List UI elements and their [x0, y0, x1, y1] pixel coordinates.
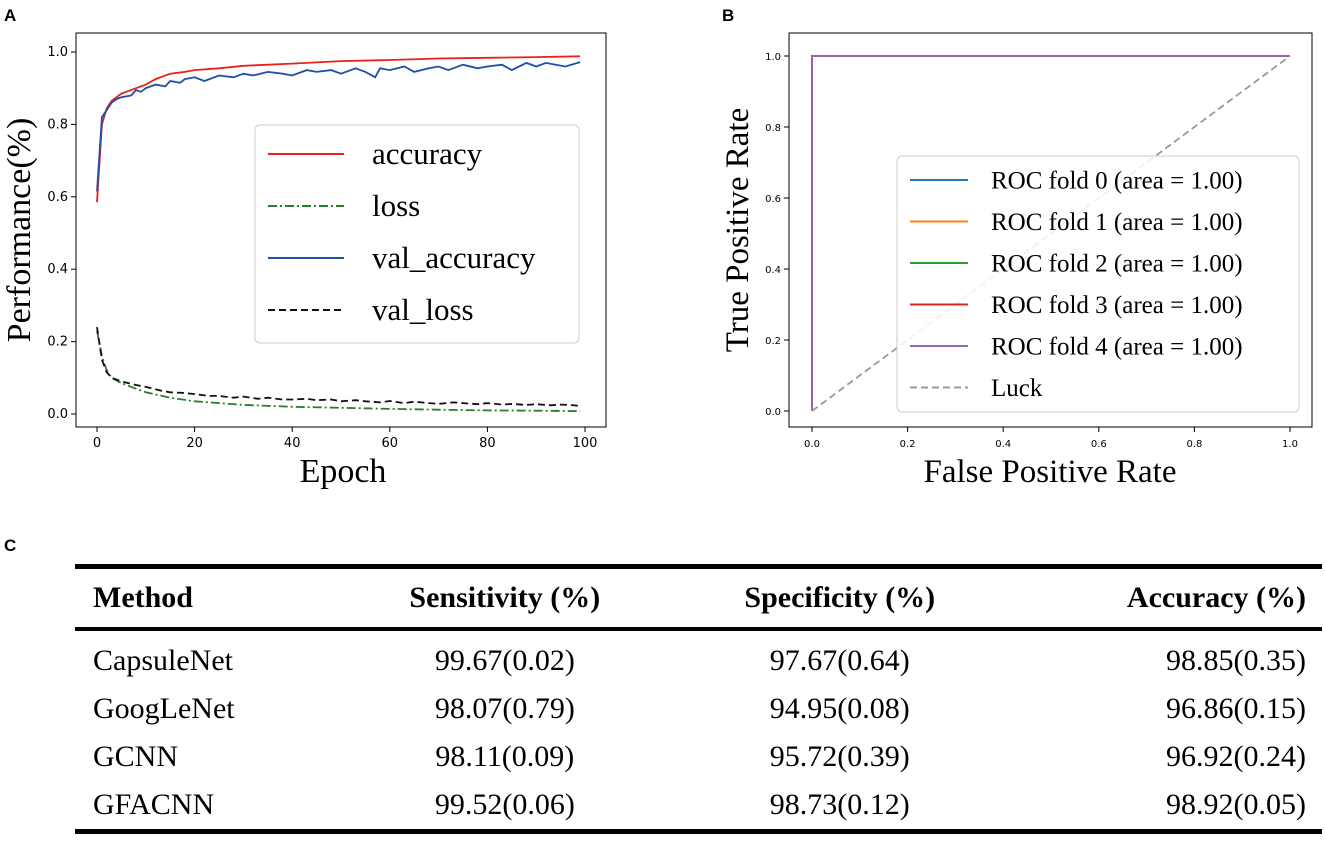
x-tick-label: 40	[284, 436, 301, 451]
table-row: GCNN 98.11(0.09) 95.72(0.39) 96.92(0.24)	[75, 733, 1322, 781]
cell-method: GFACNN	[93, 788, 215, 821]
legend-label: val_accuracy	[372, 240, 536, 275]
chart-b-series	[811, 55, 1291, 412]
chart-a-training-curves: 0.0 0.2 0.4 0.6 0.8 1.0 0 20 40 60 80 100 Epoch Pe…	[1, 32, 607, 490]
y-tick-label: 0.0	[47, 407, 68, 422]
panel-label-c: C	[4, 536, 17, 555]
x-tick-label: 0.4	[995, 439, 1011, 450]
table-header-row: Method Sensitivity (%) Specificity (%) A…	[75, 566, 1322, 629]
x-tick-label: 0.0	[804, 439, 820, 450]
column-header-accuracy: Accuracy (%)	[1126, 581, 1306, 614]
series-line-accuracy	[96, 55, 581, 203]
chart-a-frame	[75, 32, 607, 428]
x-tick-label: 0.2	[900, 439, 916, 450]
y-tick-label: 0.8	[47, 117, 68, 132]
legend-label: ROC fold 3 (area = 1.00)	[991, 292, 1243, 319]
table-row: GoogLeNet 98.07(0.79) 94.95(0.08) 96.86(…	[75, 685, 1322, 733]
y-tick-label: 0.4	[765, 265, 781, 276]
cell-sensitivity: 99.67(0.02)	[434, 644, 575, 677]
cell-method: CapsuleNet	[93, 644, 233, 677]
cell-specificity: 94.95(0.08)	[769, 692, 910, 725]
y-tick-label: 0.0	[765, 407, 781, 418]
chart-b-x-axis: 0.0 0.2 0.4 0.6 0.8 1.0	[804, 427, 1298, 450]
cell-accuracy: 96.86(0.15)	[1166, 692, 1306, 725]
table-row: GFACNN 99.52(0.06) 98.73(0.12) 98.92(0.0…	[75, 781, 1322, 832]
x-tick-label: 80	[479, 436, 496, 451]
chart-b-y-axis-label: True Positive Rate	[720, 108, 756, 352]
chart-b-legend: ROC fold 0 (area = 1.00) ROC fold 1 (area…	[896, 155, 1300, 413]
cell-accuracy: 96.92(0.24)	[1166, 740, 1306, 773]
column-header-sensitivity: Sensitivity (%)	[409, 581, 601, 614]
chart-a-x-axis: 0 20 40 60 80 100	[93, 427, 598, 451]
x-tick-label: 0.8	[1186, 439, 1202, 450]
y-tick-label: 0.4	[47, 262, 68, 277]
y-tick-label: 0.2	[47, 335, 68, 350]
panel-c: C Method Sensitivity (%) Specificity (%)…	[0, 530, 1325, 851]
legend-label: ROC fold 1 (area = 1.00)	[991, 209, 1243, 236]
cell-specificity: 97.67(0.64)	[769, 644, 910, 677]
series-line-val-loss	[96, 326, 581, 407]
cell-sensitivity: 98.11(0.09)	[435, 740, 575, 773]
results-table: Method Sensitivity (%) Specificity (%) A…	[75, 564, 1322, 834]
chart-a-y-axis: 0.0 0.2 0.4 0.6 0.8 1.0	[47, 45, 76, 422]
cell-sensitivity: 99.52(0.06)	[434, 788, 575, 821]
x-tick-label: 100	[573, 436, 598, 451]
chart-b-y-axis: 0.0 0.2 0.4 0.6 0.8 1.0	[765, 52, 789, 418]
chart-b-x-axis-label: False Positive Rate	[924, 454, 1177, 490]
cell-specificity: 95.72(0.39)	[769, 740, 910, 773]
chart-a-legend: accuracy loss val_accuracy val_loss	[254, 124, 580, 344]
cell-method: GoogLeNet	[93, 692, 235, 725]
x-tick-label: 1.0	[1282, 439, 1298, 450]
panel-label-a: A	[4, 6, 16, 25]
x-tick-label: 0.6	[1091, 439, 1107, 450]
series-line-roc-fold-4-area-1-00	[811, 55, 1290, 411]
y-tick-label: 1.0	[47, 45, 68, 60]
cell-accuracy: 98.85(0.35)	[1166, 644, 1306, 677]
y-tick-label: 1.0	[765, 52, 781, 63]
cell-specificity: 98.73(0.12)	[769, 788, 910, 821]
x-tick-label: 60	[382, 436, 399, 451]
chart-b-legend-box	[896, 155, 1300, 413]
legend-label: Luck	[991, 375, 1043, 402]
legend-label: loss	[372, 188, 420, 223]
y-tick-label: 0.2	[765, 336, 781, 347]
chart-a-y-axis-label: Performance(%)	[1, 118, 38, 343]
figure-canvas: A 0.0 0.2 0.4 0.6 0.8 1.0 0 20 40 60 80 100 Epoch …	[1, 6, 1313, 490]
chart-a-x-axis-label: Epoch	[300, 453, 387, 490]
table-row: CapsuleNet 99.67(0.02) 97.67(0.64) 98.85…	[75, 629, 1322, 685]
legend-label: accuracy	[372, 136, 483, 171]
legend-label: ROC fold 4 (area = 1.00)	[991, 333, 1243, 360]
x-tick-label: 0	[93, 436, 101, 451]
y-tick-label: 0.6	[47, 190, 68, 205]
cell-sensitivity: 98.07(0.79)	[434, 692, 575, 725]
chart-a-legend-box	[254, 124, 580, 344]
cell-method: GCNN	[93, 740, 179, 773]
chart-a-series	[96, 55, 581, 412]
y-tick-label: 0.6	[765, 194, 781, 205]
cell-accuracy: 98.92(0.05)	[1166, 788, 1306, 821]
chart-b-frame	[788, 32, 1313, 428]
panel-label-b: B	[722, 6, 734, 25]
column-header-method: Method	[93, 581, 193, 614]
chart-b-roc-curves: 0.0 0.2 0.4 0.6 0.8 1.0 0.0 0.2 0.4 0.6 0.8 1.0 Fa…	[720, 32, 1313, 490]
legend-label: val_loss	[372, 292, 474, 327]
y-tick-label: 0.8	[765, 123, 781, 134]
series-line-val-accuracy	[96, 61, 581, 192]
column-header-specificity: Specificity (%)	[744, 581, 936, 614]
x-tick-label: 20	[186, 436, 203, 451]
legend-label: ROC fold 0 (area = 1.00)	[991, 167, 1243, 194]
legend-label: ROC fold 2 (area = 1.00)	[991, 250, 1243, 277]
